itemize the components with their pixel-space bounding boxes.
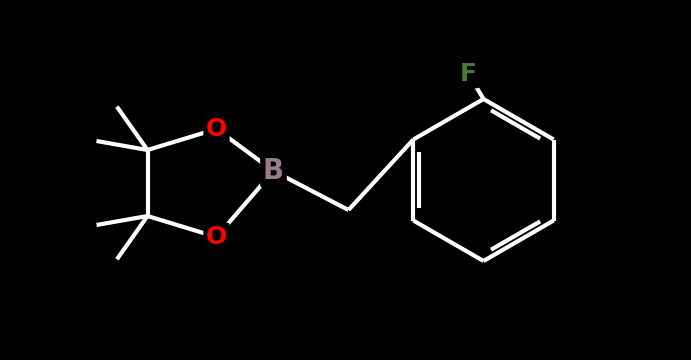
Text: O: O xyxy=(206,225,227,249)
Text: B: B xyxy=(263,157,284,185)
Text: O: O xyxy=(206,117,227,141)
Text: F: F xyxy=(460,62,477,86)
